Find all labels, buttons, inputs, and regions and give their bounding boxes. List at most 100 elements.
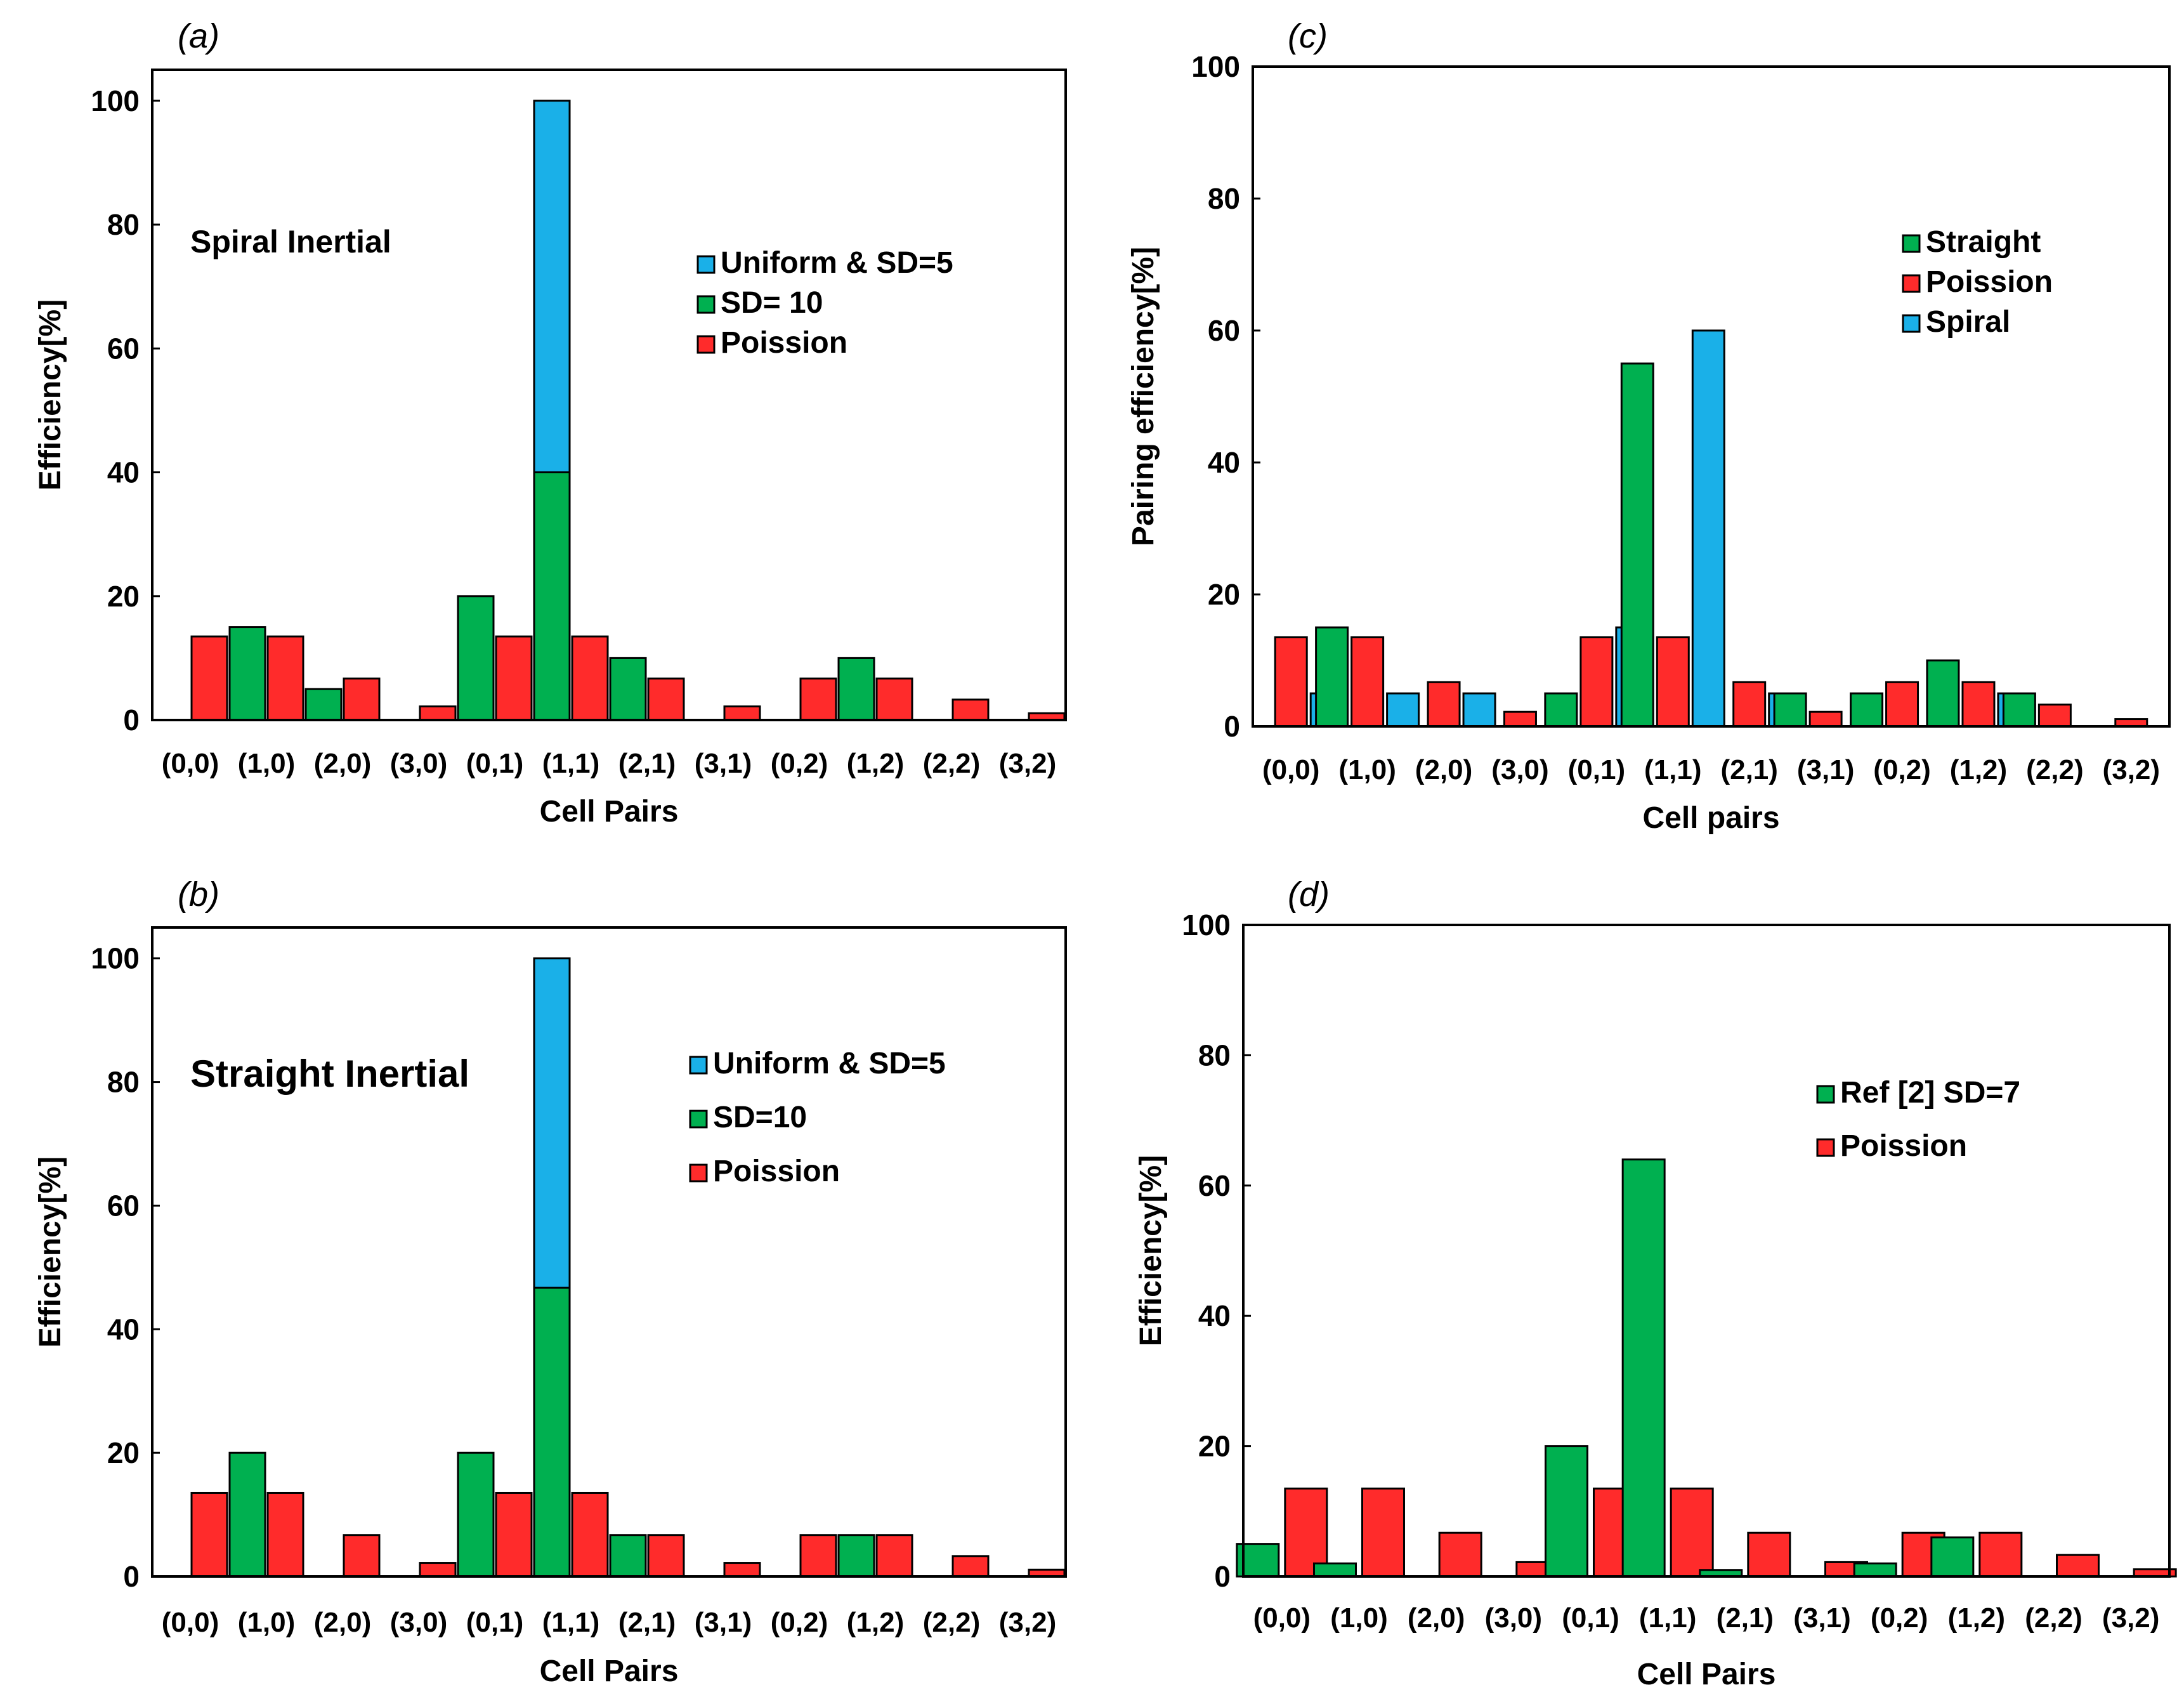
bar-straight-0-1 [1544,692,1578,728]
plot-frame [151,926,1067,1578]
bar-straight-3-1 [1773,692,1807,728]
bar-poission-3-1 [1808,711,1843,728]
y-axis-title: Efficiency[%] [1134,1155,1168,1346]
plot-frame [1252,65,2171,728]
legend-label: Uniform & SD=5 [713,1047,946,1080]
legend-label: Spiral [1926,305,2010,339]
legend-swatch-uniform-sd-5 [696,255,716,274]
bar-poission-0-2 [799,678,837,721]
bar-poission-0-2 [799,1534,837,1578]
legend-swatch-ref-2-sd-7 [1816,1085,1835,1104]
legend-label: Poission [721,326,847,360]
bar-poission-0-0 [1274,636,1308,728]
x-tick-label: (0,2) [771,748,828,779]
x-tick-label: (1,0) [238,1607,295,1638]
y-tick-label: 20 [1198,1430,1231,1463]
legend-swatch-poission [1816,1138,1835,1157]
bar-poission-1-1 [571,635,609,721]
bar-straight-1-2 [1926,659,1960,728]
x-tick-label: (1,1) [1639,1602,1696,1634]
bar-poission-3-1 [723,705,761,721]
bar-poission-2-1 [1747,1531,1791,1578]
bar-sd-10-2-1 [609,1534,647,1578]
bar-poission-2-1 [647,678,685,721]
bar-sd-10-1-1 [533,1287,571,1578]
bar-ref-2-sd-7-1-2 [1930,1536,1975,1578]
bar-poission-3-0 [419,705,457,721]
y-tick-label: 20 [107,580,140,613]
x-tick-label: (2,0) [1415,754,1472,785]
legend-swatch-poission [1902,274,1921,293]
x-tick-label: (1,2) [1950,754,2007,785]
x-tick-label: (0,0) [162,748,219,779]
bar-straight-1-0 [1315,626,1349,728]
legend-label: Straight [1926,225,2041,259]
bar-poission-0-2 [1885,681,1919,728]
plot-frame [1242,924,2171,1578]
y-tick-label: 60 [1198,1169,1231,1202]
y-tick-label: 0 [123,1560,140,1593]
x-tick-label: (3,2) [999,1607,1056,1638]
y-axis-title: Efficiency[%] [34,1156,67,1347]
legend-label: Ref [2] SD=7 [1840,1076,2020,1110]
legend-swatch-sd-10 [689,1110,708,1129]
panel-label: (b) [178,875,219,914]
x-tick-label: (3,0) [1485,1602,1542,1634]
bar-poission-0-0 [190,635,228,721]
legend-swatch-spiral [1902,314,1921,333]
legend-swatch-sd-10 [696,295,716,314]
x-tick-label: (2,1) [618,748,676,779]
x-tick-label: (3,0) [1491,754,1548,785]
y-tick-label: 100 [1191,50,1240,83]
bar-poission-1-0 [266,635,304,721]
panel-label: (a) [178,17,219,55]
x-tick-label: (1,0) [1330,1602,1387,1634]
y-tick-label: 60 [1208,314,1240,347]
legend: Ref [2] SD=7 Poission [1816,1076,2020,1163]
x-tick-label: (2,2) [2026,754,2083,785]
bar-sd-10-0-1 [457,595,495,721]
y-tick-label: 0 [123,704,140,737]
x-tick-label: (0,2) [771,1607,828,1638]
bar-poission-2-0 [343,1534,381,1578]
x-tick-label: (0,0) [162,1607,219,1638]
y-tick-label: 60 [107,1189,140,1222]
x-tick-label: (2,0) [314,1607,371,1638]
x-tick-label: (3,2) [999,748,1056,779]
plot-frame [151,69,1067,721]
y-tick-label: 60 [107,332,140,365]
bars [1236,1158,2177,1578]
bar-ref-2-sd-7-0-1 [1545,1445,1588,1578]
y-tick-label: 100 [1182,908,1231,941]
x-tick-label: (2,2) [923,1607,980,1638]
bar-poission-2-0 [343,678,381,721]
legend-swatch-poission [696,335,716,354]
legend: Straight Poission Spiral [1902,225,2053,339]
x-tick-label: (3,2) [2102,1602,2159,1634]
bars [190,100,1066,721]
bar-poission-3-1 [723,1562,761,1578]
bar-straight-2-2 [2002,692,2036,728]
bar-poission-2-1 [1732,681,1767,728]
y-tick-label: 80 [107,1066,140,1099]
bar-poission-1-1 [571,1491,609,1578]
bar-poission-1-2 [1961,681,1996,728]
bar-poission-1-2 [875,678,913,721]
x-tick-label: (0,0) [1262,754,1319,785]
x-tick-label: (1,1) [542,1607,599,1638]
bar-sd-10-2-0 [304,688,343,721]
bar-ref-2-sd-7-0-2 [1853,1562,1897,1578]
x-tick-label: (3,1) [1797,754,1854,785]
x-tick-label: (1,1) [1644,754,1701,785]
bar-poission-2-0 [1427,681,1461,728]
x-tick-label: (0,1) [466,748,523,779]
bar-poission-2-0 [1438,1531,1482,1578]
bar-straight-1-1 [1620,362,1654,728]
x-axis-title: Cell pairs [1642,801,1779,835]
x-tick-label: (2,1) [618,1607,676,1638]
y-tick-label: 40 [1208,446,1240,479]
bar-poission-1-1 [1670,1487,1714,1578]
bar-sd-10-1-2 [837,657,875,721]
bar-spiral-1-0 [1386,692,1420,728]
